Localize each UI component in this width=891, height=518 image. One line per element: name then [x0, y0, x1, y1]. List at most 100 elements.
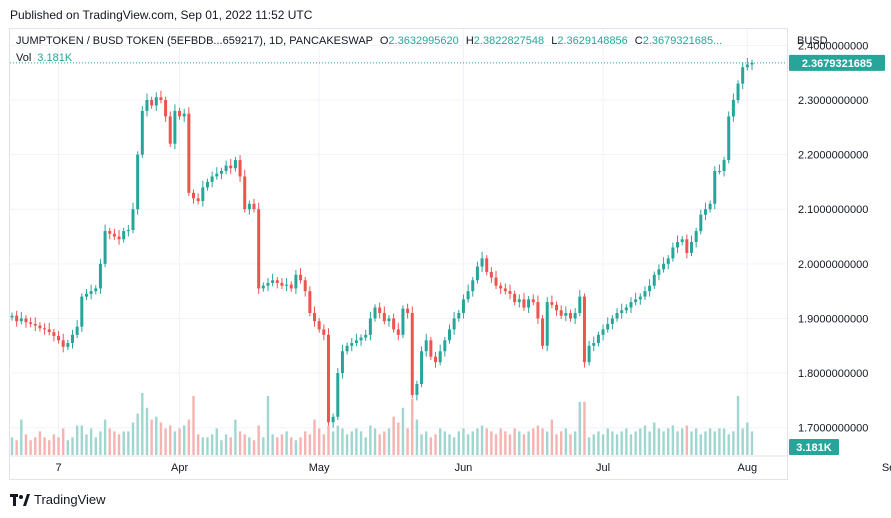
candle-body — [364, 334, 368, 338]
volume-bar — [411, 398, 414, 455]
candle-body — [745, 64, 749, 68]
volume-bar — [406, 428, 409, 455]
candle-body — [145, 100, 149, 111]
volume-bar — [504, 431, 507, 455]
volume-bar — [694, 428, 698, 455]
volume-bar — [434, 434, 437, 455]
volume-bar — [555, 434, 558, 455]
volume-bar — [294, 440, 298, 455]
x-tick-label: Jul — [596, 462, 610, 474]
candle-body — [592, 343, 596, 346]
volume-bar — [713, 431, 716, 455]
candle-body — [340, 351, 344, 374]
candle-body — [94, 288, 98, 292]
volume-bar — [476, 428, 479, 455]
candle-body — [396, 329, 400, 335]
x-tick-label: Jun — [455, 462, 473, 474]
candle-body — [10, 315, 14, 318]
candle-body — [708, 203, 712, 210]
volume-bar — [732, 431, 735, 455]
volume-bar — [201, 437, 205, 455]
volume-bar — [699, 434, 703, 455]
volume-bar — [383, 431, 386, 455]
volume-bar — [527, 431, 530, 455]
candle-body — [308, 291, 312, 313]
last-volume-badge — [789, 439, 839, 455]
candle-body — [680, 239, 684, 242]
candle-body — [136, 154, 140, 210]
last-price-label: 2.3679321685 — [802, 58, 872, 70]
candle-body — [243, 176, 247, 210]
volume-bar — [541, 428, 544, 455]
candle-body — [429, 340, 433, 357]
candle-body — [233, 160, 237, 169]
last-volume-label: 3.181K — [796, 442, 832, 454]
candle-body — [643, 291, 647, 297]
candle-body — [326, 334, 330, 423]
volume-bar — [462, 428, 465, 455]
candle-body — [266, 282, 270, 286]
volume-bar — [606, 428, 609, 455]
candle-body — [84, 293, 88, 297]
volume-bar — [639, 428, 642, 455]
published-caption: Published on TradingView.com, Sep 01, 20… — [10, 8, 313, 22]
legend-low-value: 2.3629148856 — [557, 35, 628, 47]
candle-body — [75, 326, 79, 335]
candle-body — [15, 315, 19, 322]
candle-body — [452, 318, 456, 330]
volume-bar — [243, 434, 246, 455]
volume-bar — [192, 395, 195, 455]
volume-bar — [564, 428, 568, 455]
candle-body — [313, 313, 317, 322]
volume-bar — [592, 434, 595, 455]
candle-body — [582, 296, 586, 363]
legend-high-value: 2.3822827548 — [473, 35, 545, 47]
candle-body — [205, 181, 209, 188]
volume-bar — [43, 437, 46, 455]
candle-body — [750, 62, 754, 65]
candle-body — [555, 304, 559, 311]
volume-bar — [746, 422, 749, 455]
volume-bar — [429, 437, 433, 455]
candle-body — [201, 187, 205, 202]
candle-body — [736, 83, 740, 100]
volume-bar — [559, 431, 563, 455]
volume-bar — [522, 434, 526, 455]
candle-body — [568, 313, 572, 319]
candle-body — [271, 280, 275, 283]
candle-body — [299, 274, 303, 281]
volume-bar — [601, 434, 605, 455]
candle-body — [722, 160, 726, 171]
candle-body — [322, 329, 326, 335]
candle-body — [61, 340, 65, 347]
candle-body — [164, 100, 168, 117]
volume-bar — [364, 437, 367, 455]
candle-body — [71, 334, 75, 344]
volume-bar — [611, 431, 614, 455]
volume-bar — [66, 440, 70, 455]
volume-bar — [336, 425, 339, 455]
volume-bar — [392, 416, 395, 455]
volume-bar — [387, 428, 391, 455]
candle-body — [741, 67, 745, 84]
candle-body — [624, 307, 628, 311]
candle-body — [187, 113, 191, 193]
footer-brand[interactable]: TradingView — [10, 492, 106, 507]
candle-body — [531, 299, 535, 303]
candle-body — [508, 291, 512, 294]
volume-bar — [280, 434, 284, 455]
candle-body — [545, 302, 549, 346]
candle-body — [634, 299, 638, 303]
candle-body — [731, 100, 735, 117]
volume-bar — [457, 431, 460, 455]
candle-body — [713, 171, 717, 204]
candle-body — [47, 329, 51, 333]
candle-body — [401, 308, 405, 335]
candle-body — [229, 165, 233, 169]
volume-bar — [662, 431, 665, 455]
volume-bar — [620, 431, 623, 455]
candle-body — [513, 293, 517, 303]
candle-body — [89, 291, 93, 294]
volume-bar — [290, 437, 293, 455]
